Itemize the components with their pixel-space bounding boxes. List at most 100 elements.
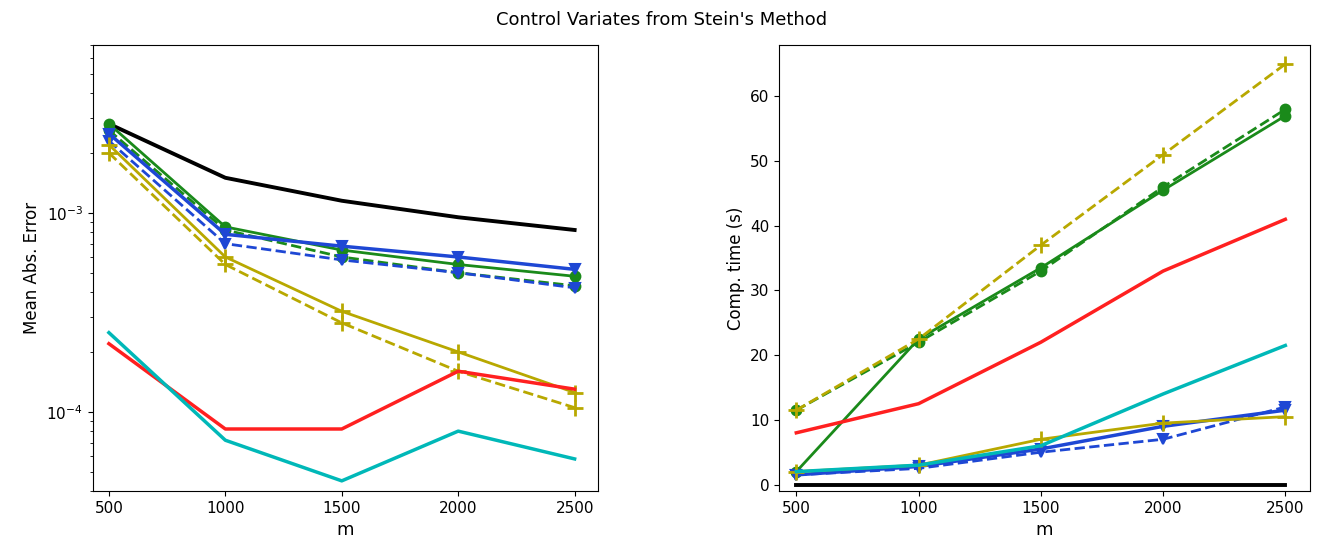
Multi. Ker. + Poly. SGD — [333, 478, 349, 484]
Ker. Lin. Sys. — [333, 257, 349, 263]
Multi. Ker. + Poly. SGD — [789, 468, 804, 475]
Multi. Ker. + Poly. SGD — [101, 329, 116, 336]
Line: Ker. Lin. Sys.: Ker. Lin. Sys. — [791, 402, 1290, 480]
Ker. + Poly. SGD — [450, 349, 466, 355]
Ker. + Poly. Lin. Sys. — [217, 261, 233, 268]
Line: Poly. Lin. Sys.: Poly. Lin. Sys. — [791, 104, 1290, 415]
Ker. Lin. Sys. — [217, 240, 233, 247]
Ker. + Poly. SGD — [333, 308, 349, 315]
Ker. SGD — [566, 266, 582, 273]
Ker. + Poly. SGD — [910, 462, 926, 469]
Multi. Ker. + Poly. SGD — [1155, 391, 1171, 397]
Line: MC: MC — [108, 124, 574, 230]
MC — [1278, 481, 1294, 488]
Poly. Lin. Sys. — [1278, 106, 1294, 113]
Line: Ker. Lin. Sys.: Ker. Lin. Sys. — [105, 136, 579, 292]
Poly. SGD — [1155, 187, 1171, 194]
Line: Poly. SGD: Poly. SGD — [105, 119, 579, 281]
Ker. SGD — [450, 254, 466, 261]
Y-axis label: Comp. time (s): Comp. time (s) — [726, 206, 745, 330]
Ker. + Poly. SGD — [789, 468, 804, 475]
Neur. Net. SGD — [910, 400, 926, 407]
Line: Ker. + Poly. SGD: Ker. + Poly. SGD — [102, 137, 582, 400]
Neur. Net. SGD — [101, 340, 116, 347]
X-axis label: m: m — [1036, 521, 1053, 540]
Ker. Lin. Sys. — [450, 270, 466, 276]
Ker. + Poly. Lin. Sys. — [1155, 151, 1171, 158]
Poly. SGD — [217, 224, 233, 230]
Ker. Lin. Sys. — [910, 465, 926, 472]
Poly. SGD — [1278, 113, 1294, 119]
Poly. SGD — [789, 468, 804, 475]
Line: Ker. SGD: Ker. SGD — [105, 129, 579, 274]
Ker. + Poly. Lin. Sys. — [333, 320, 349, 326]
Ker. + Poly. Lin. Sys. — [566, 405, 582, 411]
Line: Ker. + Poly. Lin. Sys.: Ker. + Poly. Lin. Sys. — [789, 56, 1293, 418]
Y-axis label: Mean Abs. Error: Mean Abs. Error — [22, 202, 41, 334]
Poly. Lin. Sys. — [333, 254, 349, 261]
Neur. Net. SGD — [1155, 268, 1171, 275]
Ker. + Poly. Lin. Sys. — [450, 368, 466, 374]
Ker. + Poly. Lin. Sys. — [1033, 242, 1049, 248]
Line: Poly. Lin. Sys.: Poly. Lin. Sys. — [105, 126, 579, 291]
MC — [566, 227, 582, 233]
Ker. + Poly. SGD — [1278, 413, 1294, 420]
Line: Ker. + Poly. Lin. Sys.: Ker. + Poly. Lin. Sys. — [102, 145, 582, 415]
Ker. Lin. Sys. — [1278, 403, 1294, 410]
MC — [910, 481, 926, 488]
Ker. + Poly. SGD — [1155, 420, 1171, 426]
Ker. + Poly. SGD — [101, 141, 116, 148]
MC — [789, 481, 804, 488]
Multi. Ker. + Poly. SGD — [217, 437, 233, 444]
Ker. + Poly. Lin. Sys. — [789, 407, 804, 413]
Poly. Lin. Sys. — [450, 270, 466, 276]
Neur. Net. SGD — [1278, 216, 1294, 223]
Text: Control Variates from Stein's Method: Control Variates from Stein's Method — [496, 11, 827, 29]
Line: Multi. Ker. + Poly. SGD: Multi. Ker. + Poly. SGD — [796, 345, 1286, 472]
Ker. + Poly. Lin. Sys. — [910, 336, 926, 343]
Neur. Net. SGD — [566, 386, 582, 392]
Ker. SGD — [1155, 423, 1171, 430]
MC — [450, 214, 466, 220]
Neur. Net. SGD — [333, 426, 349, 432]
Ker. Lin. Sys. — [101, 137, 116, 144]
Ker. Lin. Sys. — [789, 472, 804, 478]
Ker. SGD — [1033, 446, 1049, 453]
Ker. SGD — [1278, 407, 1294, 413]
MC — [1033, 481, 1049, 488]
Ker. Lin. Sys. — [566, 285, 582, 291]
Poly. Lin. Sys. — [217, 227, 233, 233]
Ker. SGD — [217, 231, 233, 238]
Ker. Lin. Sys. — [1155, 436, 1171, 442]
Poly. Lin. Sys. — [566, 282, 582, 289]
Poly. SGD — [910, 336, 926, 343]
Multi. Ker. + Poly. SGD — [566, 455, 582, 462]
Neur. Net. SGD — [217, 426, 233, 432]
Ker. SGD — [910, 463, 926, 470]
Ker. SGD — [101, 130, 116, 137]
Poly. SGD — [450, 261, 466, 268]
Neur. Net. SGD — [1033, 339, 1049, 345]
Line: Multi. Ker. + Poly. SGD: Multi. Ker. + Poly. SGD — [108, 333, 574, 481]
Poly. SGD — [566, 273, 582, 280]
Ker. SGD — [789, 472, 804, 478]
X-axis label: m: m — [336, 521, 355, 540]
Ker. + Poly. SGD — [217, 254, 233, 261]
MC — [333, 198, 349, 204]
Poly. Lin. Sys. — [1033, 268, 1049, 275]
MC — [101, 121, 116, 127]
Neur. Net. SGD — [450, 368, 466, 374]
Multi. Ker. + Poly. SGD — [1033, 442, 1049, 449]
Line: Ker. + Poly. SGD: Ker. + Poly. SGD — [789, 409, 1293, 479]
Poly. SGD — [101, 121, 116, 127]
Poly. SGD — [333, 247, 349, 253]
Ker. + Poly. SGD — [1033, 436, 1049, 442]
Ker. SGD — [333, 243, 349, 249]
MC — [217, 175, 233, 181]
Multi. Ker. + Poly. SGD — [1278, 342, 1294, 349]
Multi. Ker. + Poly. SGD — [450, 428, 466, 435]
Line: Neur. Net. SGD: Neur. Net. SGD — [796, 219, 1286, 433]
Poly. Lin. Sys. — [101, 127, 116, 133]
Poly. Lin. Sys. — [1155, 184, 1171, 190]
Multi. Ker. + Poly. SGD — [910, 462, 926, 469]
